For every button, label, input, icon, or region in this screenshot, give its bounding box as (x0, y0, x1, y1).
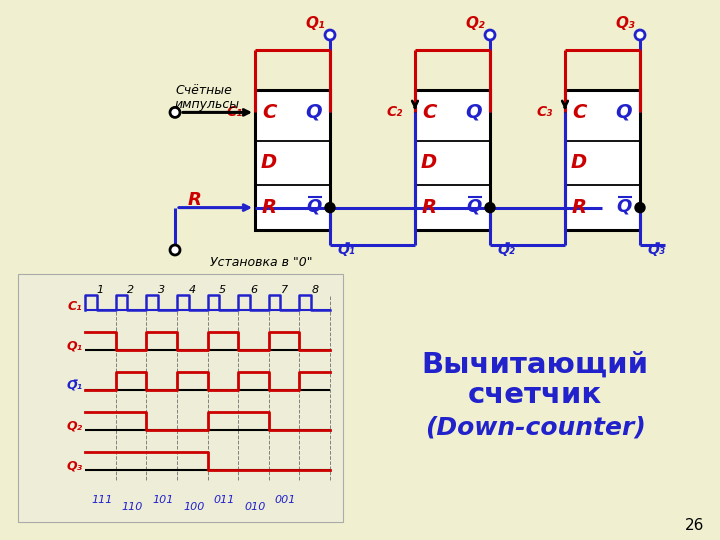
Text: Q̄₁: Q̄₁ (338, 243, 356, 257)
Text: Q₂: Q₂ (67, 420, 83, 433)
Text: C: C (262, 103, 276, 122)
Text: 011: 011 (214, 495, 235, 505)
Text: Установка в "0": Установка в "0" (210, 255, 312, 268)
Text: C₂: C₂ (387, 105, 403, 119)
Bar (415, 90, 490, 230)
Text: Q₃: Q₃ (615, 16, 635, 30)
Text: C: C (572, 103, 586, 122)
Text: 8: 8 (311, 285, 318, 295)
Text: R: R (261, 198, 276, 217)
Text: Q₂: Q₂ (465, 16, 485, 30)
Text: 5: 5 (220, 285, 226, 295)
Text: Q: Q (307, 198, 322, 215)
Circle shape (635, 30, 645, 40)
Text: D: D (571, 153, 587, 172)
Text: Q₁: Q₁ (67, 340, 83, 353)
Text: счетчик: счетчик (468, 381, 602, 409)
Bar (18, 274, 343, 522)
Circle shape (485, 202, 495, 213)
Text: Q: Q (306, 103, 323, 122)
Circle shape (635, 202, 645, 213)
Text: 7: 7 (281, 285, 287, 295)
Text: Q₃: Q₃ (67, 460, 83, 472)
Text: Q: Q (616, 198, 631, 215)
Text: импульсы: импульсы (175, 98, 240, 111)
Text: 1: 1 (96, 285, 104, 295)
Text: 110: 110 (122, 502, 143, 512)
Circle shape (325, 30, 335, 40)
Text: D: D (261, 153, 277, 172)
Text: 6: 6 (250, 285, 257, 295)
Text: R: R (572, 198, 587, 217)
Text: Q₁: Q₁ (305, 16, 325, 30)
Text: 4: 4 (189, 285, 196, 295)
Bar (255, 90, 330, 230)
Text: 111: 111 (91, 495, 112, 505)
Text: Q: Q (466, 103, 482, 122)
Text: 101: 101 (153, 495, 174, 505)
Text: 001: 001 (275, 495, 297, 505)
Text: Счётные: Счётные (175, 84, 232, 97)
Text: 010: 010 (244, 502, 266, 512)
Text: R: R (188, 191, 202, 209)
Text: Q̄₂: Q̄₂ (498, 243, 516, 257)
Text: Вычитающий: Вычитающий (421, 351, 649, 379)
Text: 2: 2 (127, 285, 135, 295)
Circle shape (485, 30, 495, 40)
Text: 3: 3 (158, 285, 165, 295)
Text: C₁: C₁ (227, 105, 243, 119)
Text: 100: 100 (183, 502, 204, 512)
Text: C₃: C₃ (536, 105, 553, 119)
Text: Q̄₃: Q̄₃ (648, 243, 666, 257)
Text: C₁: C₁ (68, 300, 82, 313)
Text: C: C (422, 103, 436, 122)
Text: Q: Q (467, 198, 482, 215)
Text: 26: 26 (685, 517, 705, 532)
Circle shape (325, 202, 335, 213)
Bar (565, 90, 640, 230)
Circle shape (170, 107, 180, 117)
Text: Q: Q (616, 103, 632, 122)
Text: Q̄₁: Q̄₁ (67, 380, 83, 393)
Text: D: D (421, 153, 437, 172)
Circle shape (170, 245, 180, 255)
Text: (Down-counter): (Down-counter) (425, 416, 645, 440)
Text: R: R (421, 198, 436, 217)
